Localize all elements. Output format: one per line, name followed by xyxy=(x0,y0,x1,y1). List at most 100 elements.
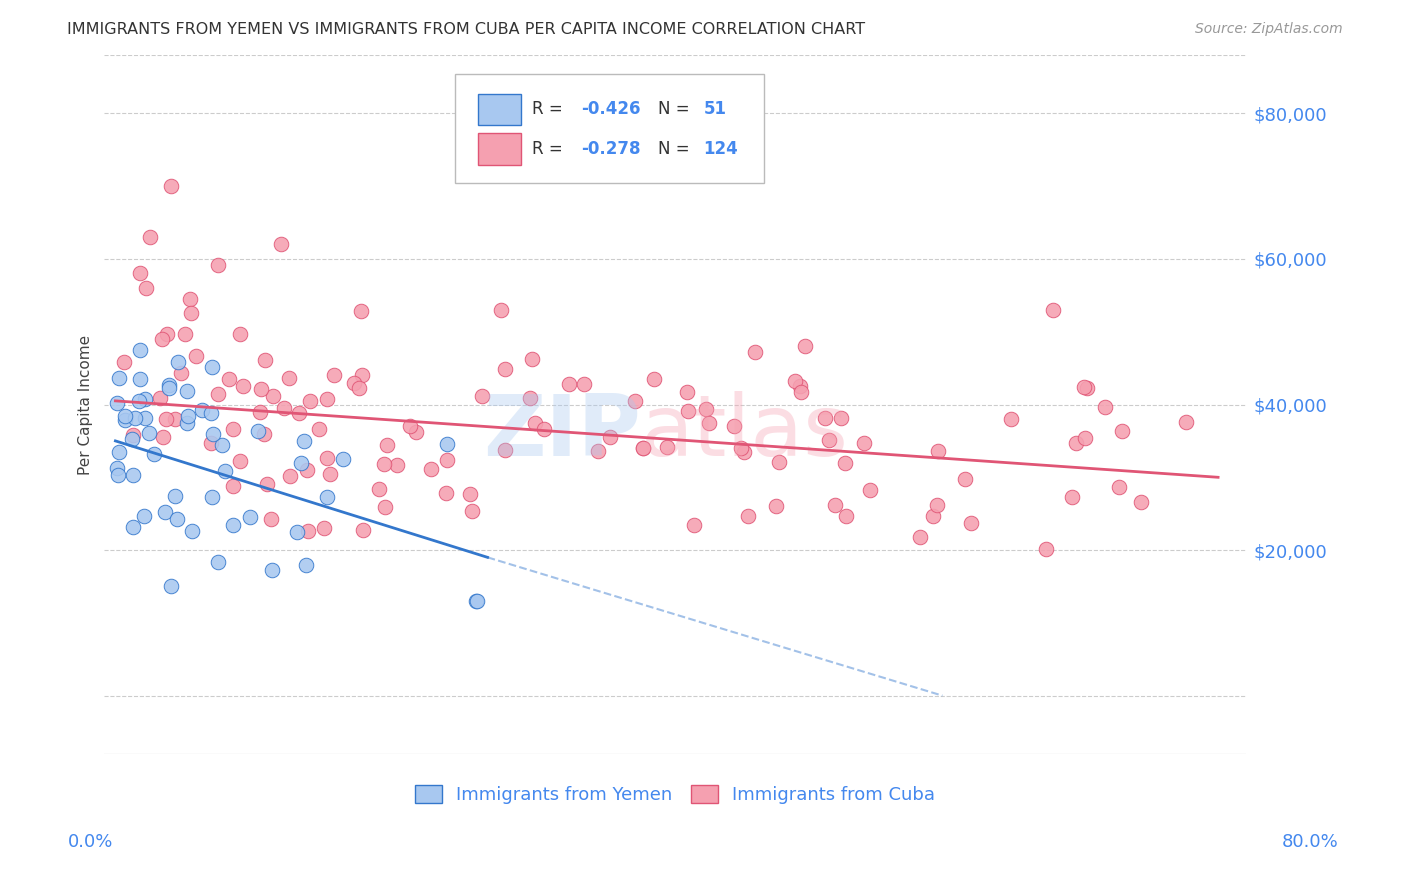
Point xyxy=(852,435,875,450)
Point xyxy=(159,579,181,593)
Point xyxy=(1094,400,1116,414)
Point xyxy=(1035,542,1057,557)
Point xyxy=(631,442,654,456)
Point xyxy=(201,360,224,375)
Point xyxy=(201,491,224,505)
Point xyxy=(177,409,200,423)
Point xyxy=(908,530,931,544)
Point xyxy=(292,434,315,448)
Point xyxy=(458,487,481,501)
Point xyxy=(134,410,156,425)
Point xyxy=(319,467,342,482)
Point xyxy=(260,563,283,577)
Point xyxy=(316,490,339,504)
Point xyxy=(352,523,374,537)
Point xyxy=(460,504,482,518)
Point xyxy=(316,450,339,465)
Point xyxy=(228,454,250,468)
Point xyxy=(374,500,396,515)
Point xyxy=(368,482,391,496)
Point xyxy=(436,452,458,467)
Text: -0.278: -0.278 xyxy=(582,140,641,159)
Point xyxy=(152,430,174,444)
Point xyxy=(134,509,156,524)
Point xyxy=(730,442,752,456)
Y-axis label: Per Capita Income: Per Capita Income xyxy=(79,334,93,475)
Point xyxy=(214,464,236,478)
Point xyxy=(150,332,173,346)
Bar xyxy=(478,134,522,165)
Text: R =: R = xyxy=(533,100,568,118)
Point xyxy=(599,430,621,444)
Point xyxy=(180,524,202,538)
Point xyxy=(114,409,136,423)
Point xyxy=(323,368,346,382)
Point xyxy=(176,384,198,398)
Point xyxy=(737,509,759,524)
Point xyxy=(135,281,157,295)
Point xyxy=(285,524,308,539)
Point xyxy=(682,517,704,532)
Point xyxy=(256,476,278,491)
Point xyxy=(124,411,146,425)
Point xyxy=(1108,480,1130,494)
Point xyxy=(222,479,245,493)
Point xyxy=(953,472,976,486)
Point xyxy=(350,303,373,318)
Point xyxy=(179,292,201,306)
Point xyxy=(373,458,395,472)
Text: ZIP: ZIP xyxy=(484,391,641,474)
Point xyxy=(114,413,136,427)
Point xyxy=(129,343,152,357)
Point xyxy=(436,436,458,450)
FancyBboxPatch shape xyxy=(454,74,763,183)
Point xyxy=(350,368,373,382)
Point xyxy=(471,389,494,403)
Point xyxy=(134,392,156,406)
Legend: Immigrants from Yemen, Immigrants from Cuba: Immigrants from Yemen, Immigrants from C… xyxy=(408,778,942,811)
Point xyxy=(465,594,488,608)
Point xyxy=(1076,381,1098,395)
Text: IMMIGRANTS FROM YEMEN VS IMMIGRANTS FROM CUBA PER CAPITA INCOME CORRELATION CHAR: IMMIGRANTS FROM YEMEN VS IMMIGRANTS FROM… xyxy=(67,22,866,37)
Point xyxy=(623,394,645,409)
Point xyxy=(184,349,207,363)
Text: atlas: atlas xyxy=(641,391,849,474)
Point xyxy=(176,416,198,430)
Bar xyxy=(478,94,522,125)
Point xyxy=(523,416,546,430)
Point xyxy=(277,371,299,385)
Point xyxy=(139,230,162,244)
Point xyxy=(253,427,276,442)
Point xyxy=(163,412,186,426)
Point xyxy=(180,306,202,320)
Point xyxy=(533,422,555,436)
Point xyxy=(112,355,135,369)
Text: Source: ZipAtlas.com: Source: ZipAtlas.com xyxy=(1195,22,1343,37)
Point xyxy=(105,461,128,475)
Point xyxy=(789,379,811,393)
Point xyxy=(558,376,581,391)
Point xyxy=(211,438,233,452)
Point xyxy=(295,462,318,476)
Point xyxy=(166,512,188,526)
Point xyxy=(633,442,655,456)
Point xyxy=(200,435,222,450)
Point xyxy=(163,489,186,503)
Point xyxy=(207,555,229,569)
Point xyxy=(167,355,190,369)
Point xyxy=(1129,495,1152,509)
Point xyxy=(308,422,330,436)
Point xyxy=(464,594,486,608)
Point xyxy=(273,401,295,415)
Point xyxy=(294,558,316,573)
Text: N =: N = xyxy=(658,140,695,159)
Point xyxy=(278,469,301,483)
Point xyxy=(155,411,177,425)
Point xyxy=(927,443,949,458)
Point xyxy=(695,401,717,416)
Point xyxy=(1000,412,1022,426)
Point xyxy=(419,462,441,476)
Point xyxy=(783,375,806,389)
Point xyxy=(149,391,172,405)
Point xyxy=(960,516,983,530)
